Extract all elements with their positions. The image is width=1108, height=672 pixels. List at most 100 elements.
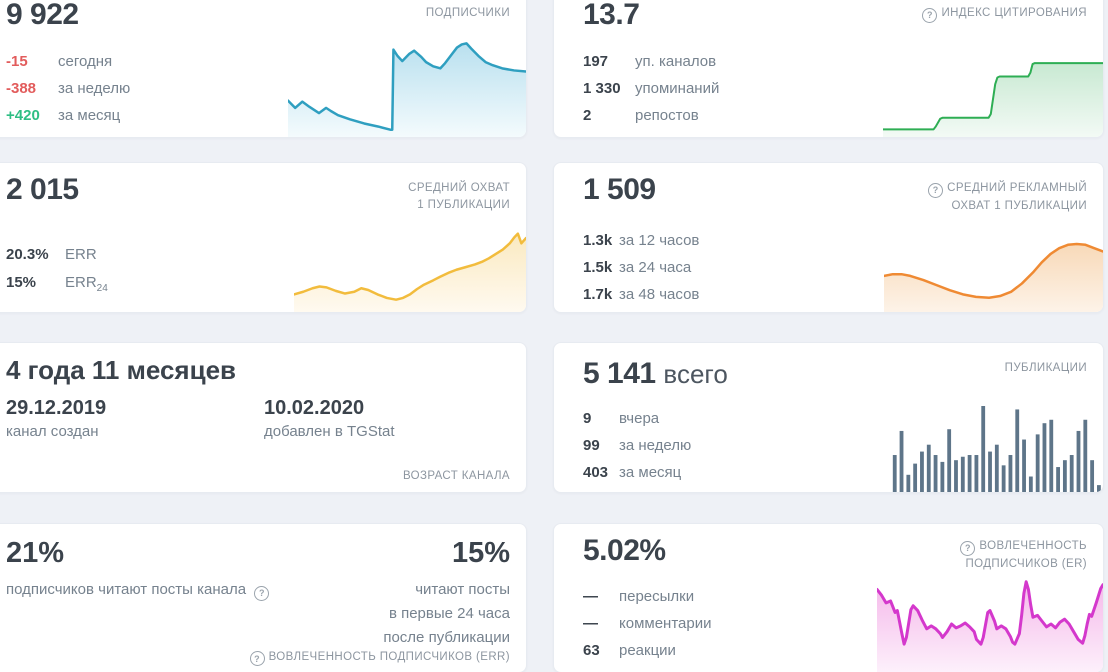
stat-row: +420 за месяц (6, 102, 130, 129)
stat-value: — (583, 615, 598, 632)
stat-value: 9 (583, 410, 592, 427)
stat-row: 197 уп. каналов (583, 48, 719, 75)
err24-caption-line: после публикации (383, 629, 510, 646)
card-average-ad-reach: 1 509 СРЕДНИЙ РЕКЛАМНЫЙ ОХВАТ 1 ПУБЛИКАЦ… (553, 162, 1104, 313)
card-err: 21% подписчиков читают посты канала 15% … (0, 523, 527, 672)
err24-right-block: 15% читают посты в первые 24 часа после … (383, 536, 510, 650)
stat-value: 20.3% (6, 246, 49, 263)
card-title-line: ОХВАТ 1 ПУБЛИКАЦИИ (951, 200, 1087, 212)
publications-bar-chart (892, 406, 1103, 492)
added-to-tgstat-caption: добавлен в TGStat (264, 423, 395, 440)
average-ad-reach-value: 1 509 (583, 173, 656, 206)
subscribers-count: 9 922 (6, 0, 79, 31)
stat-value: 63 (583, 642, 600, 659)
stat-label: комментарии (619, 615, 712, 632)
publications-total: 5 141 (583, 357, 656, 390)
er-card-title: ВОВЛЕЧЕННОСТЬ ПОДПИСЧИКОВ (ER) (960, 538, 1087, 573)
added-to-tgstat-date: 10.02.2020 (264, 397, 365, 419)
stat-label: за 12 часов (619, 232, 700, 249)
stat-label: вчера (619, 410, 660, 427)
stat-label: пересылки (619, 588, 695, 605)
stat-value: 15% (6, 274, 37, 291)
stat-row: 15% ERR24 (6, 269, 108, 303)
publications-card-title: ПУБЛИКАЦИИ (1004, 362, 1087, 374)
err-caption: подписчиков читают посты канала (6, 578, 270, 602)
stat-row: -15 сегодня (6, 48, 130, 75)
help-icon[interactable] (254, 585, 270, 601)
stat-value: 1 330 (583, 80, 621, 97)
card-title-line: 1 ПУБЛИКАЦИИ (417, 199, 510, 211)
stat-row: 9 вчера (583, 405, 691, 432)
help-icon[interactable] (249, 651, 265, 666)
card-citation-index: 13.7 ИНДЕКС ЦИТИРОВАНИЯ 197 уп. каналов … (553, 0, 1104, 138)
card-title-line: ПОДПИСЧИКОВ (ER) (965, 558, 1087, 570)
card-title-text: ИНДЕКС ЦИТИРОВАНИЯ (941, 7, 1087, 19)
card-publications: 5 141 всего ПУБЛИКАЦИИ 9 вчера 99 за нед… (553, 342, 1104, 493)
stat-row: — пересылки (583, 583, 711, 610)
average-reach-value: 2 015 (6, 173, 79, 206)
stat-label: реакции (619, 642, 676, 659)
help-icon[interactable] (928, 183, 944, 198)
channel-created-caption: канал создан (6, 423, 99, 440)
card-title-line: СРЕДНИЙ ОХВАТ (408, 182, 510, 194)
average-reach-sparkline (294, 224, 526, 312)
stat-label: за месяц (619, 464, 682, 481)
err-percent: 21% (6, 537, 65, 569)
stat-row: 2 репостов (583, 102, 719, 129)
err-card-title: ВОВЛЕЧЕННОСТЬ ПОДПИСЧИКОВ (ERR) (249, 651, 510, 666)
stat-value: -15 (6, 53, 28, 70)
err-caption-text: подписчиков читают посты канала (6, 581, 247, 598)
stat-label-text: ERR (65, 274, 97, 291)
er-sparkline (877, 576, 1103, 672)
stat-row: 99 за неделю (583, 432, 691, 459)
stat-row: 1.3k за 12 часов (583, 227, 699, 254)
help-icon[interactable] (922, 8, 938, 23)
stat-value: 403 (583, 464, 609, 481)
stat-label: уп. каналов (635, 53, 717, 70)
stat-value: 2 (583, 107, 592, 124)
stat-value: 1.5k (583, 259, 613, 276)
subscribers-stats: -15 сегодня -388 за неделю +420 за месяц (6, 48, 130, 129)
stat-value: 99 (583, 437, 600, 454)
publications-total-suffix: всего (663, 359, 728, 389)
stat-label: упоминаний (635, 80, 720, 97)
stat-row: -388 за неделю (6, 75, 130, 102)
stat-row: 403 за месяц (583, 459, 691, 486)
err-stats: 20.3% ERR 15% ERR24 (6, 241, 108, 303)
err-left-block: 21% подписчиков читают посты канала (6, 536, 270, 602)
stat-label-subscript: 24 (96, 283, 108, 294)
card-subscribers: 9 922 ПОДПИСЧИКИ -15 сегодня -388 за нед… (0, 0, 527, 138)
stat-value: — (583, 588, 598, 605)
help-icon[interactable] (960, 541, 976, 556)
channel-created-item: 29.12.2019 канал создан (6, 395, 106, 443)
stat-value: +420 (6, 107, 40, 124)
er-stats: — пересылки — комментарии 63 реакции (583, 583, 711, 664)
stat-row: 1.5k за 24 часа (583, 254, 699, 281)
stat-row: — комментарии (583, 610, 711, 637)
average-ad-reach-sparkline (884, 228, 1103, 312)
card-title-line: СРЕДНИЙ РЕКЛАМНЫЙ (928, 180, 1087, 198)
citation-index-card-title: ИНДЕКС ЦИТИРОВАНИЯ (922, 5, 1087, 23)
card-title-text: СРЕДНИЙ РЕКЛАМНЫЙ (947, 182, 1087, 194)
citation-index-value: 13.7 (583, 0, 640, 31)
average-reach-card-title: СРЕДНИЙ ОХВАТ 1 ПУБЛИКАЦИИ (408, 180, 510, 214)
err24-percent: 15% (451, 537, 510, 569)
stat-label: за 48 часов (619, 286, 700, 303)
citation-index-sparkline (883, 41, 1103, 137)
stat-value: 1.3k (583, 232, 613, 249)
stat-label: за неделю (58, 80, 131, 97)
publications-count: 5 141 всего (583, 357, 728, 391)
stat-label: за неделю (619, 437, 692, 454)
er-percent: 5.02% (583, 534, 666, 567)
err24-caption: читают посты в первые 24 часа после публ… (383, 578, 510, 650)
publications-stats: 9 вчера 99 за неделю 403 за месяц (583, 405, 691, 486)
card-average-reach: 2 015 СРЕДНИЙ ОХВАТ 1 ПУБЛИКАЦИИ 20.3% E… (0, 162, 527, 313)
stat-label: за месяц (58, 107, 121, 124)
err24-caption-line: в первые 24 часа (388, 605, 510, 622)
stat-row: 1 330 упоминаний (583, 75, 719, 102)
card-title-text: ВОВЛЕЧЕННОСТЬ (979, 540, 1087, 552)
stat-value: 197 (583, 53, 609, 70)
channel-age-card-title: ВОЗРАСТ КАНАЛА (402, 470, 510, 482)
